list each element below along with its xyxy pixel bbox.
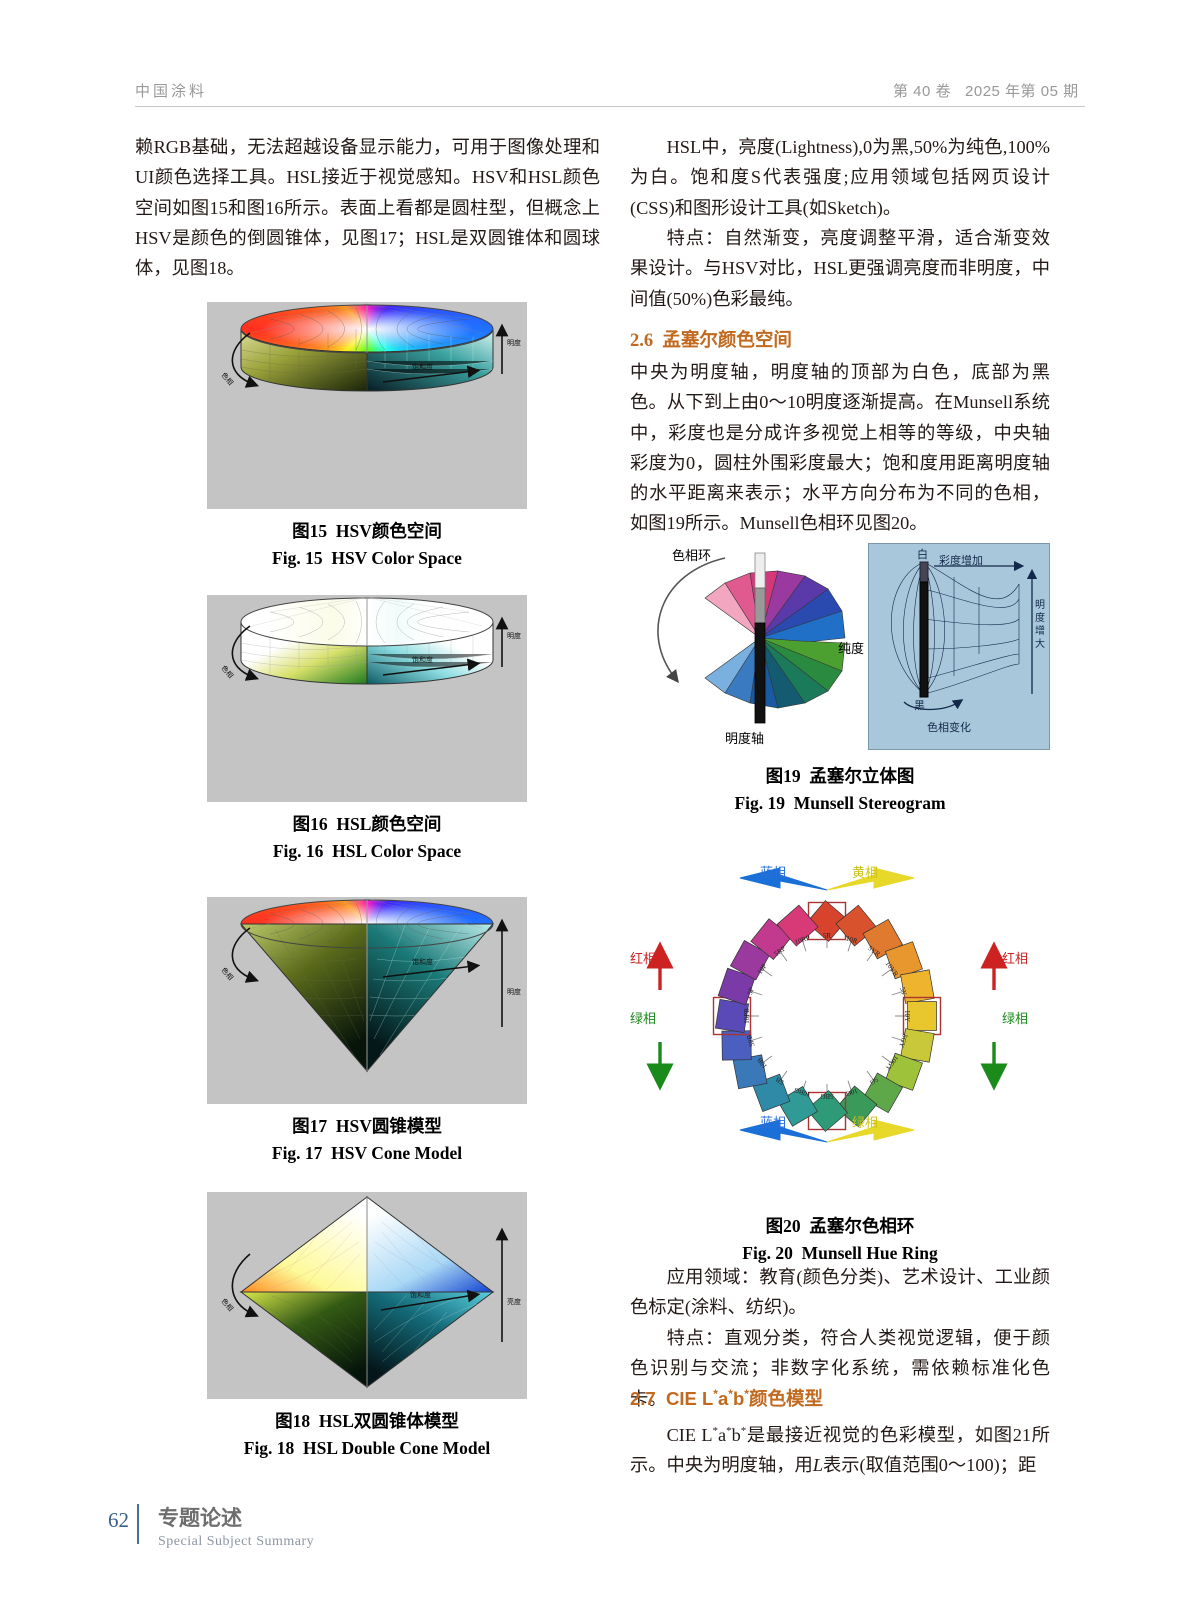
svg-text:5R: 5R [823, 932, 832, 940]
svg-text:10PB: 10PB [743, 1008, 751, 1024]
svg-text:5P: 5P [746, 986, 756, 996]
svg-text:5BG: 5BG [820, 1092, 833, 1100]
svg-text:10Y: 10Y [903, 1010, 911, 1022]
